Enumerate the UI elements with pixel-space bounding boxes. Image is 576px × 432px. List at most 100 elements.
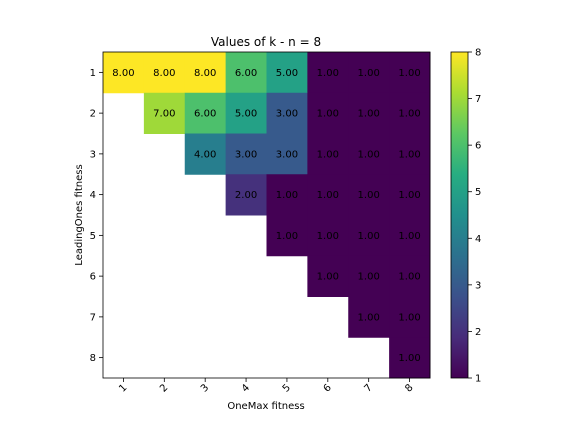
x-tick-label: 8 [403, 382, 415, 394]
heatmap-cell-label: 1.00 [317, 149, 339, 160]
heatmap-cell-label: 6.00 [194, 109, 216, 120]
heatmap-cell [389, 337, 431, 379]
x-tick-label: 3 [199, 382, 211, 394]
heatmap-cell [307, 133, 349, 175]
x-tick-label: 4 [240, 382, 252, 394]
heatmap-cell [266, 215, 308, 257]
heatmap-cell [389, 215, 431, 257]
heatmap-cell-label: 1.00 [358, 231, 380, 242]
heatmap-cell-label: 2.00 [235, 190, 257, 201]
heatmap-cell [307, 215, 349, 257]
heatmap-cell-label: 1.00 [398, 312, 420, 323]
colorbar-tick-label: 1 [475, 374, 481, 385]
heatmap-cell [389, 296, 431, 338]
colorbar-ticks: 1 2 3 4 5 6 7 8 [468, 48, 481, 385]
heatmap-cell-label: 8.00 [112, 68, 134, 79]
heatmap-cell-labels: 8.00 8.00 8.00 6.00 5.00 1.00 1.00 1.00 7.00 6.00… [112, 68, 420, 364]
heatmap-cell-label: 1.00 [317, 272, 339, 283]
heatmap-cell-label: 3.00 [276, 109, 298, 120]
heatmap-cell-label: 8.00 [153, 68, 175, 79]
colorbar-tick-label: 7 [475, 94, 481, 105]
heatmap-cell [266, 133, 308, 175]
heatmap-cell [307, 174, 349, 216]
heatmap-cell-label: 4.00 [194, 149, 216, 160]
heatmap-cell [184, 52, 227, 94]
heatmap-cell-label: 1.00 [358, 272, 380, 283]
heatmap-cell [348, 296, 390, 338]
y-tick-label: 8 [90, 353, 96, 364]
heatmap-cell-label: 1.00 [358, 68, 380, 79]
heatmap-cell [184, 133, 227, 175]
colorbar-tick-label: 6 [475, 141, 481, 152]
heatmap-cell [184, 92, 227, 134]
heatmap-cell-label: 3.00 [276, 149, 298, 160]
heatmap-cell-label: 1.00 [398, 231, 420, 242]
heatmap-cell [307, 255, 349, 297]
heatmap-cell-label: 7.00 [153, 109, 175, 120]
colorbar-tick-label: 8 [475, 48, 481, 59]
y-tick-label: 4 [90, 190, 96, 201]
heatmap-cell [143, 92, 186, 134]
y-axis-label: LeadingOnes fitness [74, 164, 85, 265]
heatmap-cell [389, 255, 431, 297]
x-tick-label: 2 [158, 382, 170, 394]
heatmap-cell [225, 52, 267, 94]
heatmap-cell [103, 52, 145, 94]
y-tick-label: 6 [90, 272, 96, 283]
heatmap-cell [348, 52, 390, 94]
heatmap-cell [225, 133, 267, 175]
chart-title: Values of k - n = 8 [211, 35, 321, 49]
plot-frame [102, 51, 431, 379]
heatmap-cell-label: 1.00 [317, 68, 339, 79]
heatmap-cell [348, 215, 390, 257]
heatmap-cells [103, 52, 431, 379]
heatmap-cell [389, 133, 431, 175]
heatmap-cell-label: 1.00 [398, 68, 420, 79]
y-axis-ticks: 1 2 3 4 5 6 7 8 [90, 68, 103, 364]
heatmap-cell-label: 1.00 [276, 190, 298, 201]
x-tick-label: 1 [117, 382, 129, 394]
heatmap-cell-label: 1.00 [398, 109, 420, 120]
heatmap-cell [348, 133, 390, 175]
y-tick-label: 5 [90, 231, 96, 242]
y-tick-label: 3 [90, 149, 96, 160]
heatmap-cell [307, 52, 349, 94]
heatmap-cell [225, 174, 267, 216]
heatmap-cell-label: 1.00 [398, 272, 420, 283]
heatmap-cell-label: 1.00 [276, 231, 298, 242]
heatmap-cell [389, 174, 431, 216]
heatmap-cell [307, 92, 349, 134]
colorbar-tick-label: 5 [475, 187, 481, 198]
heatmap-cell [348, 174, 390, 216]
colorbar-tick-label: 3 [475, 280, 481, 291]
heatmap-cell-label: 8.00 [194, 68, 216, 79]
colorbar [450, 51, 469, 379]
heatmap-cell [266, 92, 308, 134]
colorbar-tick-label: 4 [475, 234, 481, 245]
heatmap-cell [266, 174, 308, 216]
y-tick-label: 1 [90, 68, 96, 79]
heatmap-cell-label: 3.00 [235, 149, 257, 160]
heatmap-cell-label: 6.00 [235, 68, 257, 79]
heatmap-cell-label: 1.00 [398, 149, 420, 160]
heatmap-cell-label: 1.00 [358, 149, 380, 160]
x-axis-label: OneMax fitness [227, 401, 304, 412]
x-tick-label: 7 [363, 382, 375, 394]
x-axis-ticks: 1 2 3 4 5 6 7 8 [117, 378, 416, 395]
heatmap-cell [348, 92, 390, 134]
y-tick-label: 2 [90, 109, 96, 120]
heatmap-cell [389, 52, 431, 94]
y-tick-label: 7 [90, 312, 96, 323]
heatmap-cell-label: 1.00 [317, 231, 339, 242]
heatmap-cell-label: 5.00 [276, 68, 298, 79]
heatmap-cell-label: 1.00 [398, 353, 420, 364]
heatmap-cell-label: 1.00 [398, 190, 420, 201]
heatmap-cell-label: 1.00 [317, 190, 339, 201]
heatmap-cell-label: 1.00 [358, 312, 380, 323]
heatmap-cell-label: 1.00 [317, 109, 339, 120]
heatmap-cell [348, 255, 390, 297]
heatmap-cell [389, 92, 431, 134]
heatmap-cell [143, 52, 186, 94]
x-tick-label: 6 [322, 382, 334, 394]
